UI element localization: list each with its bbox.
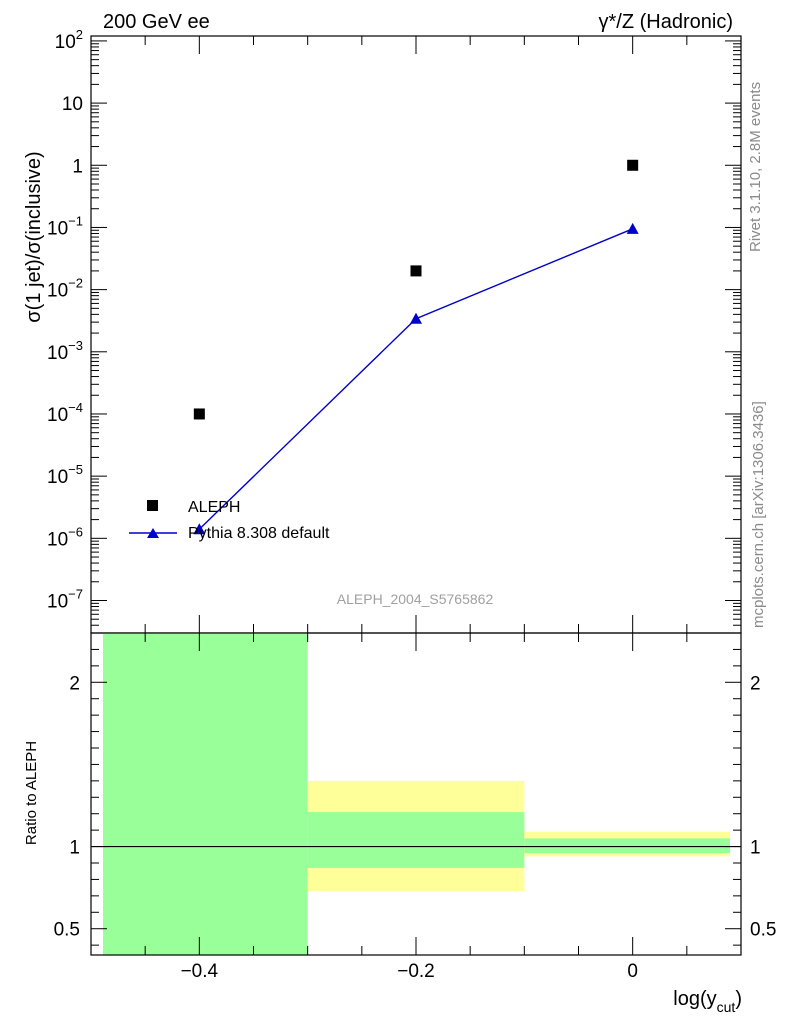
- header-right: γ*/Z (Hadronic): [599, 11, 733, 33]
- legend-label-aleph: ALEPH: [188, 499, 240, 516]
- main-y-tick-label: 10−3: [47, 338, 83, 364]
- ratio-band-green: [103, 633, 308, 955]
- pythia-point: [193, 523, 206, 535]
- x-axis-ticks: −0.4 −0.2 0: [90, 36, 742, 982]
- aleph-point: [410, 265, 422, 277]
- rivet-version-text: Rivet 3.1.10, 2.8M events: [747, 82, 764, 252]
- pythia-point: [410, 312, 422, 324]
- ratio-band-green: [524, 838, 730, 854]
- main-y-tick-label: 10−6: [47, 524, 83, 550]
- aleph-point: [627, 159, 639, 171]
- x-tick-label: −0.4: [181, 961, 219, 982]
- main-y-tick-label: 10−7: [47, 586, 83, 612]
- x-axis-label-base: log(y: [673, 988, 716, 1010]
- legend-label-pythia: Pythia 8.308 default: [188, 525, 330, 542]
- main-y-ticks: 102 10 1 10−1 10−2 10−3 10−4 10−5 10−6 10−7: [47, 27, 741, 634]
- ratio-y-tick-label-right: 2: [750, 673, 761, 694]
- main-y-tick-label: 10−1: [47, 213, 83, 239]
- ratio-band-green: [307, 812, 525, 868]
- ratio-y-tick-label-right: 0.5: [750, 920, 776, 941]
- ratio-y-tick-label: 0.5: [54, 920, 80, 941]
- pythia-point: [626, 222, 639, 234]
- main-y-tick-label: 10−4: [47, 400, 83, 426]
- main-y-tick-label: 1: [72, 156, 83, 177]
- x-axis-label-sub: cut: [717, 999, 736, 1015]
- x-tick-label: −0.2: [397, 961, 435, 982]
- main-y-label: σ(1 jet)/σ(inclusive): [23, 151, 45, 322]
- main-panel: 102 10 1 10−1 10−2 10−3 10−4 10−5 10−6 10−7 ALEPH…: [23, 27, 742, 634]
- legend-marker-aleph: [147, 500, 158, 511]
- main-y-tick-label: 102: [55, 27, 83, 53]
- analysis-watermark: ALEPH_2004_S5765862: [337, 591, 494, 607]
- ratio-frame: [90, 632, 742, 956]
- ratio-y-tick-label: 2: [69, 673, 80, 694]
- ratio-y-ticks: 0.5 0.5 1 1 2 2: [54, 648, 776, 946]
- header-left: 200 GeV ee: [103, 11, 210, 33]
- main-y-tick-label: 10: [62, 94, 83, 115]
- aleph-point: [193, 408, 205, 420]
- ratio-y-tick-label-right: 1: [750, 838, 761, 859]
- mcplots-reference-text: mcplots.cern.ch [arXiv:1306.3436]: [750, 401, 767, 628]
- legend: ALEPH Pythia 8.308 default: [129, 499, 330, 542]
- ratio-y-label: Ratio to ALEPH: [23, 741, 40, 845]
- x-axis-label-end: ): [735, 988, 742, 1010]
- ratio-bands: [103, 633, 730, 955]
- ratio-y-tick-label: 1: [69, 838, 80, 859]
- x-axis-label: log(ycut): [673, 988, 742, 1015]
- aleph-points: [193, 159, 639, 420]
- legend-marker-pythia: [147, 528, 159, 538]
- x-tick-label: 0: [627, 961, 638, 982]
- ratio-panel: 0.5 0.5 1 1 2 2 −0.4 −0.2 0 Ratio to ALEPH log(…: [23, 36, 776, 1015]
- main-frame: [90, 35, 742, 634]
- main-y-tick-label: 10−5: [47, 462, 83, 488]
- main-y-tick-label: 10−2: [47, 276, 83, 302]
- pythia-points: [193, 222, 639, 535]
